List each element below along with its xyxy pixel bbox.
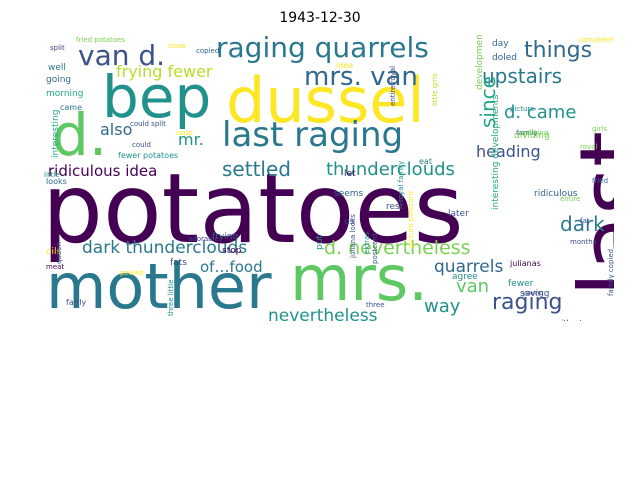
word-cloud-word: later bbox=[448, 209, 469, 219]
word-cloud-word: peeled bbox=[120, 269, 144, 277]
word-cloud-word: mrs. bbox=[290, 242, 428, 315]
word-cloud-word: fat bbox=[580, 217, 590, 225]
word-cloud-word: well bbox=[48, 63, 66, 73]
word-cloud-word: fats bbox=[170, 258, 187, 268]
word-cloud-word: ridiculous bbox=[534, 189, 578, 199]
word-cloud-word: interesting developments bbox=[491, 94, 501, 210]
word-cloud-word: oils bbox=[46, 247, 62, 257]
page-title: 1943-12-30 bbox=[279, 10, 361, 26]
word-cloud-word: eat bbox=[419, 157, 432, 166]
word-cloud-word: us bbox=[344, 217, 355, 227]
word-cloud-word: girls bbox=[592, 125, 607, 133]
word-cloud-word: copied bbox=[196, 47, 220, 55]
word-cloud-word: quarrels bbox=[434, 257, 504, 277]
word-cloud-word: split bbox=[50, 44, 65, 52]
word-cloud-word: van d. bbox=[78, 39, 166, 72]
word-cloud-word: without bbox=[556, 320, 582, 322]
word-cloud-word: day bbox=[492, 39, 509, 49]
word-cloud-word: fried bbox=[592, 177, 609, 185]
word-cloud-word: adorable bbox=[188, 235, 219, 243]
word-cloud-word: fairly bbox=[66, 298, 87, 307]
word-cloud-word: put bbox=[315, 235, 325, 250]
word-cloud-word: way bbox=[424, 296, 461, 317]
word-cloud-word: frying fewer bbox=[116, 62, 213, 81]
word-cloud-word: months bbox=[570, 238, 597, 246]
word-cloud-word: looks bbox=[46, 177, 67, 186]
word-cloud-word: developments bbox=[475, 34, 485, 90]
word-cloud-word: of…food bbox=[200, 258, 263, 276]
word-cloud-word: frying bbox=[212, 232, 239, 242]
word-cloud-word: d. nevertheless bbox=[324, 237, 471, 259]
word-cloud-word: queen bbox=[55, 242, 63, 264]
word-cloud-word: saving bbox=[520, 289, 550, 299]
word-cloud-word: could split bbox=[130, 120, 166, 128]
word-cloud-word: agree bbox=[452, 272, 478, 282]
word-cloud-word: fewer potatoes bbox=[118, 151, 179, 160]
word-cloud-word: bep bbox=[102, 63, 212, 131]
word-cloud-word: mrs. van bbox=[304, 62, 418, 92]
word-cloud-word: interesting bbox=[51, 109, 61, 158]
word-cloud-word: meat bbox=[46, 263, 65, 271]
word-cloud-word: dussel bbox=[226, 64, 425, 137]
word-cloud-word: nevertheless bbox=[268, 306, 378, 322]
word-cloud-word: came bbox=[60, 103, 83, 112]
word-cloud-word: let bbox=[344, 169, 356, 179]
word-cloud-word: entire royal bbox=[389, 65, 397, 106]
word-cloud-word: last raging bbox=[222, 115, 404, 155]
word-cloud-word: royal bbox=[580, 143, 598, 151]
word-cloud-word: family copied bbox=[607, 248, 614, 296]
word-cloud-word: potatoes bbox=[42, 153, 464, 265]
word-cloud-word: dark bbox=[560, 212, 605, 236]
word-cloud-word: going bbox=[46, 75, 72, 85]
word-cloud-word: mr. bbox=[178, 130, 204, 149]
word-cloud-word: mother bbox=[46, 250, 272, 321]
word-cloud-word: doled bbox=[492, 53, 517, 63]
word-cloud-word: picture postcard bbox=[407, 190, 415, 248]
word-cloud-word: could bbox=[132, 141, 151, 149]
word-cloud-word: entire bbox=[560, 195, 581, 203]
word-cloud-word: rest bbox=[386, 202, 404, 212]
word-cloud-word: things bbox=[524, 38, 593, 63]
word-cloud-word: morning bbox=[46, 89, 84, 99]
word-cloud-word: idea bbox=[336, 61, 354, 70]
word-cloud-word: splitting bbox=[520, 129, 549, 137]
word-cloud-word: picture bbox=[510, 105, 535, 113]
word-cloud-word: postcard bbox=[371, 233, 379, 264]
word-cloud-word: fewer bbox=[508, 279, 534, 289]
word-cloud-word: seems bbox=[334, 189, 364, 199]
word-cloud-word: juliana looks bbox=[349, 214, 357, 258]
word-cloud: potatoes last mother mrs. dussel bep d. last ra… bbox=[40, 34, 614, 321]
word-cloud-word: stop bbox=[222, 246, 242, 256]
word-cloud-word: completely bbox=[578, 36, 614, 44]
word-cloud-word: snow bbox=[168, 42, 187, 50]
word-cloud-word: little bbox=[44, 171, 60, 179]
word-cloud-word: extras bbox=[363, 232, 371, 254]
word-cloud-word: heading bbox=[476, 142, 541, 161]
word-cloud-word: also bbox=[100, 120, 133, 139]
word-cloud-word: d. bbox=[52, 101, 108, 169]
word-cloud-word: royal family bbox=[397, 160, 405, 202]
word-cloud-word: dividing bbox=[514, 131, 550, 141]
word-cloud-word: young bbox=[522, 289, 544, 297]
word-cloud-word: ridiculous idea bbox=[48, 162, 158, 180]
word-cloud-word: fried potatoes bbox=[76, 36, 126, 44]
word-cloud-word: settled bbox=[222, 157, 291, 181]
word-cloud-word: three bbox=[366, 301, 385, 309]
word-cloud-word: d. came bbox=[504, 102, 577, 123]
word-cloud-word: upstairs bbox=[482, 64, 563, 88]
word-cloud-word: raging quarrels bbox=[216, 34, 429, 64]
word-cloud-word: thunderclouds bbox=[326, 159, 455, 180]
word-cloud-word: julianas bbox=[510, 259, 541, 268]
word-cloud-word: dark thunderclouds bbox=[82, 238, 248, 258]
word-cloud-word: little girls bbox=[431, 73, 439, 106]
word-cloud-word: soup bbox=[176, 129, 193, 137]
word-cloud-word: raging bbox=[492, 290, 563, 315]
word-cloud-word: van bbox=[456, 276, 490, 297]
word-cloud-word: family bbox=[516, 129, 538, 137]
word-cloud-word: three little bbox=[167, 279, 175, 316]
